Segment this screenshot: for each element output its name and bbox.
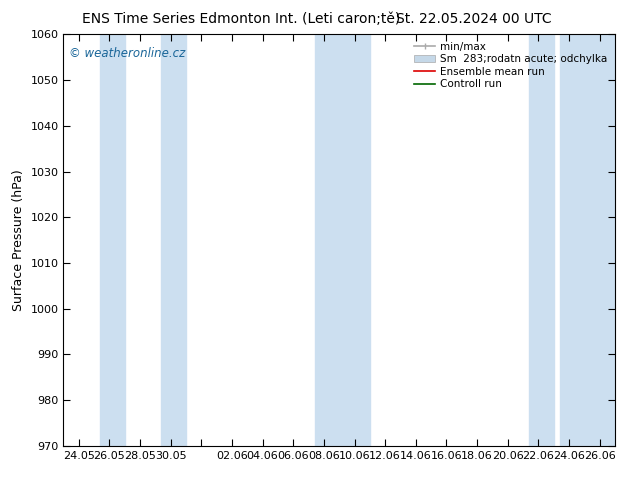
Text: St. 22.05.2024 00 UTC: St. 22.05.2024 00 UTC <box>396 12 552 26</box>
Y-axis label: Surface Pressure (hPa): Surface Pressure (hPa) <box>12 169 25 311</box>
Bar <box>560 34 615 446</box>
Text: © weatheronline.cz: © weatheronline.cz <box>69 47 185 60</box>
Bar <box>162 34 186 446</box>
Legend: min/max, Sm  283;rodatn acute; odchylka, Ensemble mean run, Controll run: min/max, Sm 283;rodatn acute; odchylka, … <box>412 40 610 92</box>
Text: ENS Time Series Edmonton Int. (Leti caron;tě): ENS Time Series Edmonton Int. (Leti caro… <box>82 12 401 26</box>
Bar <box>529 34 553 446</box>
Bar <box>100 34 125 446</box>
Bar <box>314 34 370 446</box>
